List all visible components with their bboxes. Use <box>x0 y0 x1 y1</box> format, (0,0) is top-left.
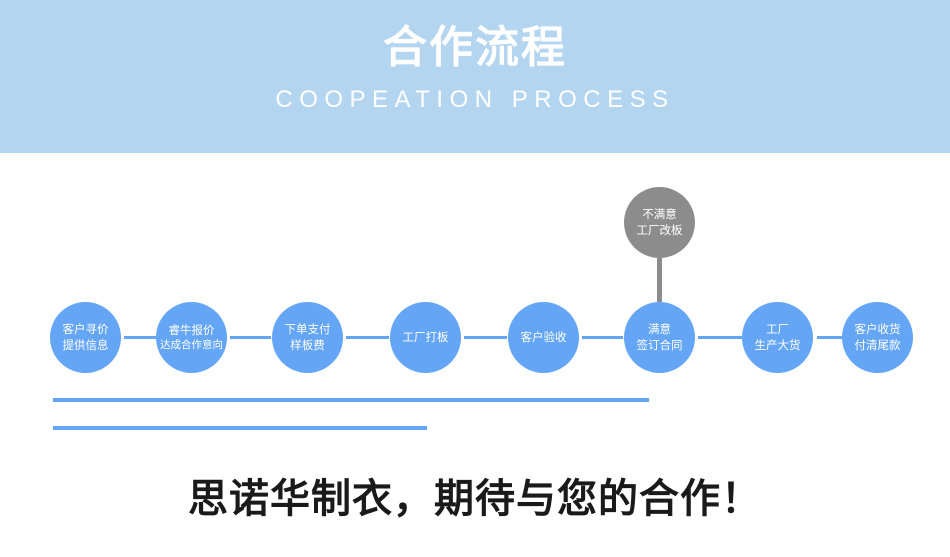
flow-node-step-6-line1: 满意 <box>648 321 671 336</box>
flow-node-step-8-line2: 付清尾款 <box>854 337 901 352</box>
flow-node-step-3-line1: 下单支付 <box>284 321 331 336</box>
flow-node-step-2[interactable]: 睿牛报价 达成合作意向 <box>156 302 227 373</box>
flow-node-step-6[interactable]: 满意 签订合同 <box>624 302 695 373</box>
page-title: 合作流程 <box>383 22 567 73</box>
flow-node-step-4[interactable]: 工厂打板 <box>390 302 461 373</box>
flow-node-step-3[interactable]: 下单支付 样板费 <box>272 302 343 373</box>
connector-branch-to-step6 <box>657 258 662 302</box>
flow-node-step-1-line2: 提供信息 <box>62 337 109 352</box>
flow-node-step-8[interactable]: 客户收货 付清尾款 <box>842 302 913 373</box>
flow-node-branch-line1: 不满意 <box>642 206 677 221</box>
flow-node-step-8-line1: 客户收货 <box>854 321 901 336</box>
decorative-rule-bottom <box>53 426 427 430</box>
flow-node-step-6-line2: 签订合同 <box>636 337 683 352</box>
flow-node-step-7-line2: 生产大货 <box>754 337 801 352</box>
flow-node-step-1[interactable]: 客户寻价 提供信息 <box>50 302 121 373</box>
connector-step6-step7 <box>698 336 742 339</box>
flow-node-step-3-line2: 样板费 <box>290 337 325 352</box>
flow-node-step-2-line1: 睿牛报价 <box>168 322 215 337</box>
flow-node-step-5[interactable]: 客户验收 <box>508 302 579 373</box>
connector-step3-step4 <box>346 336 389 339</box>
flow-node-branch-line2: 工厂改板 <box>636 222 683 237</box>
connector-step7-step8 <box>817 336 842 339</box>
flow-node-step-2-line2: 达成合作意向 <box>160 339 223 352</box>
connector-step5-step6 <box>582 336 623 339</box>
header-band: 合作流程 COOPEATION PROCESS <box>0 0 950 153</box>
connector-step1-step2 <box>124 336 156 339</box>
footer-slogan: 思诺华制衣，期待与您的合作！ <box>188 475 762 522</box>
flow-node-step-4-line1: 工厂打板 <box>402 329 449 344</box>
connector-step2-step3 <box>230 336 271 339</box>
flow-node-step-7-line1: 工厂 <box>766 321 789 336</box>
process-flow-diagram: 不满意 工厂改板 客户寻价 提供信息 睿牛报价 达成合作意向 下单支付 样板费 … <box>0 153 950 557</box>
connector-step4-step5 <box>464 336 507 339</box>
flow-node-step-7[interactable]: 工厂 生产大货 <box>742 302 813 373</box>
flow-node-branch-rework[interactable]: 不满意 工厂改板 <box>624 187 695 258</box>
flow-node-step-5-line1: 客户验收 <box>520 329 567 344</box>
page-subtitle: COOPEATION PROCESS <box>275 86 675 113</box>
decorative-rule-top <box>53 398 649 402</box>
flow-node-step-1-line1: 客户寻价 <box>62 321 109 336</box>
